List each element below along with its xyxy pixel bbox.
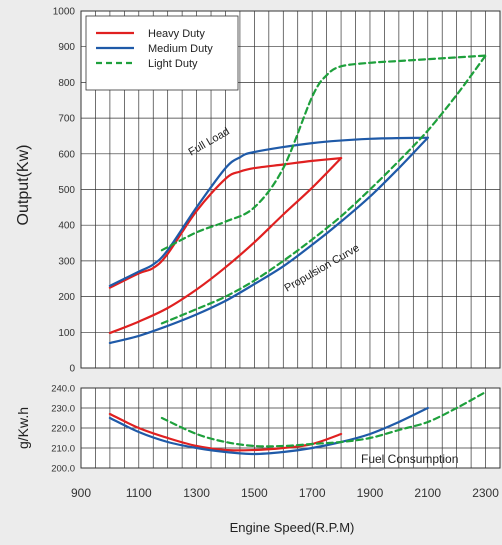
- y-tick-label: 210.0: [51, 444, 75, 455]
- plot-border: [80, 387, 501, 469]
- legend-box: [85, 15, 239, 91]
- series-line-medium-duty: [108, 136, 429, 345]
- legend-entry: Medium Duty: [148, 43, 213, 55]
- y-tick-label: 240.0: [51, 384, 75, 395]
- x-tick-label: 2100: [414, 486, 441, 500]
- series-line-medium-duty: [108, 136, 429, 287]
- x-tick-label: 1700: [299, 486, 326, 500]
- series-line-light-duty: [160, 54, 487, 252]
- y-tick-label: 0: [69, 364, 75, 375]
- x-tick-label: 900: [71, 486, 91, 500]
- y-tick-label: 1000: [53, 7, 76, 18]
- y-tick-label: 900: [58, 42, 75, 53]
- y-tick-label: 200: [58, 292, 75, 303]
- annotation-fuel-consumption: Fuel Consumption: [361, 452, 458, 466]
- series-line-heavy-duty: [108, 157, 343, 289]
- x-tick-label: 1100: [126, 486, 152, 500]
- y-tick-label: 220.0: [51, 424, 75, 435]
- series-line-heavy-duty: [108, 157, 343, 335]
- y-tick-label: 100: [58, 328, 75, 339]
- series-line-heavy-duty: [108, 412, 343, 452]
- series-line-light-duty: [160, 390, 487, 448]
- y-tick-label: 300: [58, 256, 75, 267]
- x-tick-label: 1500: [241, 486, 268, 500]
- series-line-light-duty: [160, 54, 487, 325]
- y-tick-label: 700: [58, 114, 75, 125]
- legend-entry: Light Duty: [148, 58, 198, 70]
- y-tick-label: 600: [58, 149, 75, 160]
- x-tick-label: 1300: [183, 486, 210, 500]
- y-tick-label: 400: [58, 221, 75, 232]
- x-axis-title: Engine Speed(R.P.M): [230, 520, 355, 535]
- y-tick-label: 800: [58, 78, 75, 89]
- plot-border: [80, 10, 501, 369]
- y-tick-label: 230.0: [51, 404, 75, 415]
- y-tick-label: 200.0: [51, 464, 75, 475]
- y-tick-label: 500: [58, 185, 75, 196]
- y-axis-title-fuel: g/Kw.h: [15, 407, 31, 449]
- x-tick-label: 1900: [357, 486, 384, 500]
- y-axis-title-output: Output(Kw): [15, 145, 32, 226]
- legend-entry: Heavy Duty: [148, 28, 205, 40]
- series-line-medium-duty: [108, 406, 429, 456]
- x-tick-label: 2300: [472, 486, 499, 500]
